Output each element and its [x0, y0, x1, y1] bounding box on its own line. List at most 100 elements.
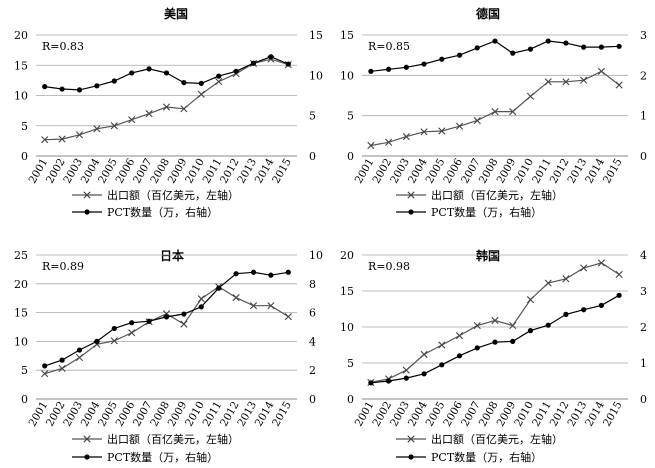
data-point — [403, 64, 409, 70]
data-point — [456, 52, 463, 58]
y-left-tick-label: 20 — [340, 249, 354, 262]
data-point — [59, 86, 65, 92]
legend-marker — [83, 435, 91, 443]
data-point — [510, 50, 516, 56]
data-point — [545, 322, 551, 328]
series-export — [367, 259, 623, 387]
data-point — [385, 138, 393, 146]
data-point — [111, 78, 117, 84]
data-point — [562, 275, 570, 283]
data-point — [473, 321, 481, 330]
correlation-annotation: R=0.89 — [42, 260, 84, 273]
y-left-tick-label: 25 — [14, 249, 28, 262]
legend-marker — [407, 191, 415, 199]
correlation-annotation: R=0.98 — [368, 260, 410, 273]
correlation-annotation: R=0.85 — [368, 40, 410, 53]
data-point — [421, 61, 427, 67]
y-left-tick-label: 5 — [21, 120, 28, 133]
y-right-tick-label: 0 — [640, 393, 647, 406]
legend-item: PCT数量（万，右轴） — [396, 450, 542, 464]
x-tick-label: 2015 — [601, 400, 625, 429]
legend-label: PCT数量（万，右轴） — [431, 450, 542, 464]
data-point — [581, 44, 587, 50]
x-tick-label: 2015 — [601, 157, 625, 186]
legend-item: 出口额（百亿美元，左轴） — [396, 188, 563, 202]
data-point — [59, 357, 65, 363]
y-left-tick-label: 15 — [340, 29, 354, 42]
data-point — [163, 70, 170, 76]
legend-item: PCT数量（万，右轴） — [72, 205, 218, 219]
y-right-tick-label: 4 — [309, 335, 316, 348]
data-point — [492, 38, 498, 44]
y-right-tick-label: 10 — [309, 249, 323, 262]
data-point — [598, 302, 605, 308]
data-point — [368, 68, 374, 74]
data-point — [249, 302, 258, 310]
data-point — [58, 135, 66, 143]
data-point — [527, 46, 534, 52]
y-right-tick-label: 3 — [640, 29, 647, 42]
data-point — [233, 271, 239, 277]
legend-item: PCT数量（万，右轴） — [72, 450, 218, 464]
legend-marker — [408, 209, 414, 215]
data-point — [403, 375, 409, 381]
y-left-tick-label: 0 — [21, 393, 28, 406]
y-left-tick-label: 10 — [14, 335, 28, 348]
series-export — [41, 283, 292, 378]
data-point — [456, 353, 463, 359]
data-point — [76, 347, 83, 353]
data-point — [268, 54, 274, 60]
data-point — [368, 380, 374, 386]
data-point — [438, 341, 446, 349]
data-point — [58, 364, 66, 373]
data-point — [439, 56, 445, 62]
data-point — [509, 321, 517, 330]
data-point — [492, 339, 498, 345]
data-point — [111, 325, 117, 332]
data-point — [439, 362, 445, 368]
y-left-tick-label: 20 — [14, 29, 28, 42]
data-point — [580, 264, 588, 272]
data-point — [402, 366, 410, 374]
data-point — [438, 127, 446, 135]
series-line — [44, 285, 289, 375]
series-pct — [368, 38, 622, 74]
data-point — [597, 259, 605, 267]
data-point — [491, 108, 499, 116]
data-point — [181, 311, 187, 317]
data-point — [421, 371, 427, 377]
data-point — [615, 270, 623, 279]
data-point — [562, 78, 570, 86]
chart-title: 韩国 — [476, 248, 500, 263]
data-point — [285, 61, 291, 67]
data-point — [474, 345, 480, 351]
legend-marker — [407, 435, 415, 443]
data-point — [145, 110, 153, 118]
series-pct — [42, 54, 291, 93]
data-point — [580, 76, 588, 84]
y-left-tick-label: 0 — [21, 150, 28, 163]
data-point — [597, 67, 605, 75]
y-left-tick-label: 5 — [347, 357, 354, 370]
legend-label: PCT数量（万，右轴） — [431, 205, 542, 219]
data-point — [232, 294, 240, 302]
y-right-tick-label: 0 — [309, 393, 316, 406]
chart-panel-usa: 美国05101520051015200120022003200420052006… — [14, 6, 323, 219]
y-right-tick-label: 0 — [309, 150, 316, 163]
data-point — [75, 353, 84, 362]
y-left-tick-label: 10 — [14, 90, 28, 103]
data-point — [94, 83, 100, 89]
chart-title: 德国 — [476, 6, 500, 21]
legend-marker — [408, 454, 414, 460]
data-point — [616, 292, 622, 298]
data-point — [420, 128, 428, 136]
y-right-tick-label: 5 — [309, 110, 316, 123]
data-point — [129, 70, 135, 76]
data-point — [94, 338, 100, 344]
data-point — [510, 338, 516, 344]
y-left-tick-label: 15 — [340, 285, 354, 298]
legend-marker — [84, 209, 90, 215]
data-point — [544, 279, 552, 287]
data-point — [526, 296, 535, 304]
data-point — [180, 320, 188, 328]
